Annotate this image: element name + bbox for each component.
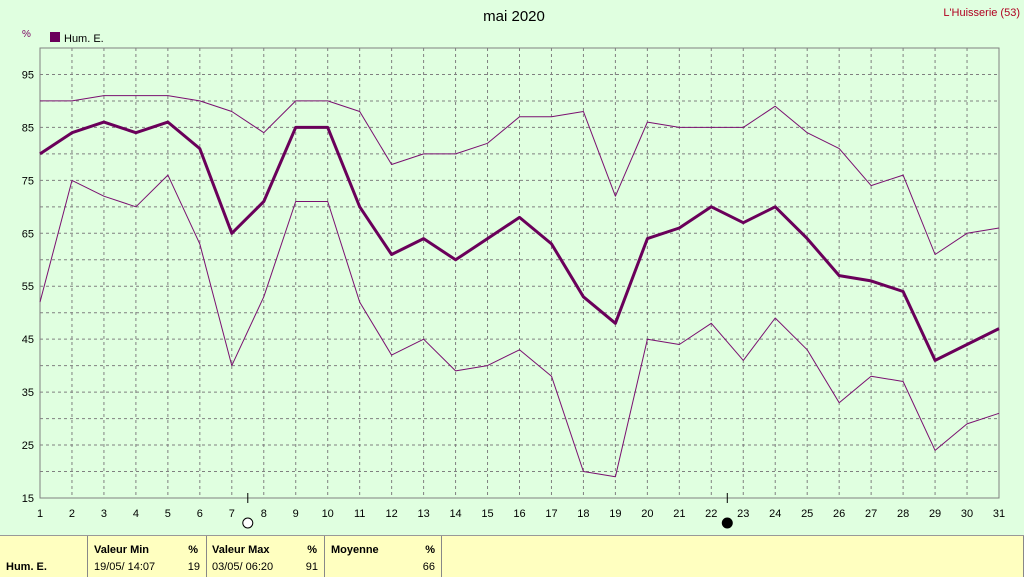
x-tick-label: 18: [577, 508, 589, 520]
x-tick-label: 25: [801, 508, 813, 520]
x-tick-label: 12: [386, 508, 398, 520]
chart-title: mai 2020: [483, 8, 545, 25]
x-tick-label: 7: [229, 508, 235, 520]
y-unit-label: %: [22, 29, 31, 40]
stat-min-label: Valeur Min: [94, 544, 150, 556]
x-tick-label: 16: [513, 508, 525, 520]
stats-series-name: Hum. E.: [6, 561, 47, 573]
x-tick-label: 14: [449, 508, 461, 520]
full-moon-icon: [242, 517, 254, 529]
moon-markers: [242, 493, 733, 529]
x-tick-label: 31: [993, 508, 1005, 520]
legend-swatch: [50, 32, 60, 42]
x-tick-label: 15: [481, 508, 493, 520]
y-tick-label: 15: [22, 493, 34, 505]
x-tick-label: 19: [609, 508, 621, 520]
x-tick-label: 8: [261, 508, 267, 520]
x-tick-label: 28: [897, 508, 909, 520]
x-tick-label: 4: [133, 508, 139, 520]
stat-min-cell: Valeur Min % 19/05/ 14:07 19: [87, 536, 206, 577]
stats-bar: Hum. E. Valeur Min % 19/05/ 14:07 19 Val…: [0, 535, 1024, 577]
legend-label: Hum. E.: [64, 33, 104, 45]
stat-max-date: 03/05/ 06:20: [212, 561, 274, 573]
x-tick-label: 3: [101, 508, 107, 520]
y-tick-label: 45: [22, 334, 34, 346]
series-line-min: [39, 174, 1000, 478]
stat-mean-cell: Moyenne % 66: [324, 536, 441, 577]
x-tick-label: 10: [322, 508, 334, 520]
x-tick-label: 29: [929, 508, 941, 520]
x-tick-label: 27: [865, 508, 877, 520]
y-tick-label: 95: [22, 69, 34, 81]
y-tick-label: 75: [22, 175, 34, 187]
x-tick-label: 5: [165, 508, 171, 520]
stat-mean-label: Moyenne: [331, 544, 379, 556]
series-line-max: [40, 95, 1000, 255]
stat-min-unit: %: [188, 544, 198, 556]
stat-min-date: 19/05/ 14:07: [94, 561, 156, 573]
stat-max-label: Valeur Max: [212, 544, 270, 556]
x-tick-label: 1: [37, 508, 43, 520]
stat-mean-value: 66: [422, 561, 435, 573]
x-tick-label: 20: [641, 508, 653, 520]
stats-empty-area: [441, 536, 1024, 577]
stat-max-cell: Valeur Max % 03/05/ 06:20 91: [206, 536, 324, 577]
y-tick-label: 35: [22, 387, 34, 399]
x-tick-label: 11: [354, 508, 365, 520]
x-tick-label: 30: [961, 508, 973, 520]
x-tick-label: 9: [293, 508, 299, 520]
x-tick-label: 26: [833, 508, 845, 520]
x-tick-label: 17: [545, 508, 557, 520]
y-tick-label: 55: [22, 281, 34, 293]
x-tick-label: 6: [197, 508, 203, 520]
y-tick-label: 25: [22, 440, 34, 452]
stat-max-unit: %: [307, 544, 317, 556]
x-tick-label: 13: [417, 508, 429, 520]
y-tick-label: 85: [22, 122, 34, 134]
y-tick-label: 65: [22, 228, 34, 240]
x-tick-label: 23: [737, 508, 749, 520]
series-group: [39, 95, 1000, 478]
x-tick-label: 2: [69, 508, 75, 520]
station-name: L'Huisserie (53): [943, 7, 1020, 19]
stat-min-value: 19: [187, 561, 200, 573]
new-moon-icon: [721, 517, 733, 529]
stat-mean-unit: %: [425, 544, 435, 556]
series-line-mean: [39, 120, 1000, 362]
x-tick-label: 21: [673, 508, 685, 520]
x-tick-label: 24: [769, 508, 781, 520]
stat-max-value: 91: [305, 561, 318, 573]
x-tick-label: 22: [705, 508, 717, 520]
